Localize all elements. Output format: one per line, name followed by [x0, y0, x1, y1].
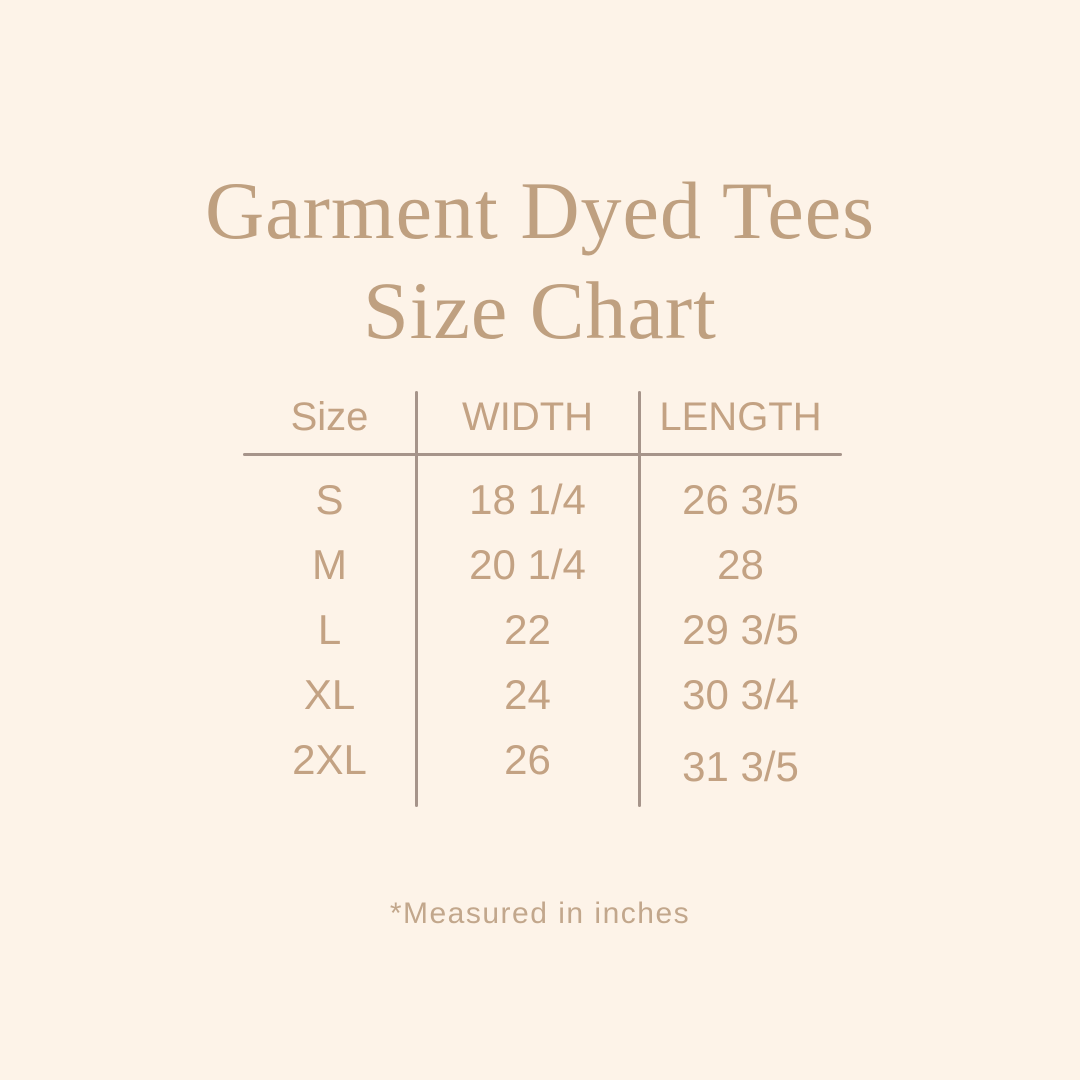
- header-underline: [243, 453, 842, 456]
- size-cell: M: [312, 540, 347, 588]
- title-line-2: Size Chart: [363, 264, 717, 356]
- table-row-xl: XL 24 30 3/4: [243, 662, 842, 727]
- width-cell: 22: [504, 605, 551, 653]
- title-line-1: Garment Dyed Tees: [204, 164, 876, 256]
- size-cell: S: [315, 475, 344, 523]
- table-header-row: Size WIDTH LENGTH: [243, 391, 842, 453]
- column-divider-size-width: [415, 391, 418, 807]
- width-cell: 20 1/4: [469, 540, 586, 588]
- table-row-s: S 18 1/4 26 3/5: [243, 467, 842, 532]
- footnote: *Measured in inches: [389, 897, 691, 930]
- width-cell: 26: [504, 735, 551, 783]
- column-divider-width-length: [638, 391, 641, 807]
- length-cell: 30 3/4: [682, 670, 799, 718]
- page-title: Garment Dyed Tees Size Chart: [0, 161, 1080, 361]
- length-cell: 29 3/5: [682, 605, 799, 653]
- size-cell: XL: [303, 670, 356, 718]
- table-row-l: L 22 29 3/5: [243, 597, 842, 662]
- size-cell: L: [317, 605, 342, 653]
- width-cell: 18 1/4: [469, 475, 586, 523]
- column-header-length: LENGTH: [659, 395, 822, 439]
- length-cell: 28: [717, 540, 764, 588]
- size-chart-table: Size WIDTH LENGTH S 18 1/4 26 3/5 M 20 1…: [243, 391, 842, 807]
- column-header-width: WIDTH: [461, 395, 594, 439]
- length-cell: 26 3/5: [682, 475, 799, 523]
- table-body: S 18 1/4 26 3/5 M 20 1/4 28 L 22 29 3/5 …: [243, 453, 842, 792]
- length-cell: 31 3/5: [682, 742, 799, 790]
- table-row-2xl: 2XL 26 31 3/5: [243, 727, 842, 792]
- size-cell: 2XL: [292, 735, 367, 783]
- width-cell: 24: [504, 670, 551, 718]
- column-header-size: Size: [290, 395, 369, 439]
- table-row-m: M 20 1/4 28: [243, 532, 842, 597]
